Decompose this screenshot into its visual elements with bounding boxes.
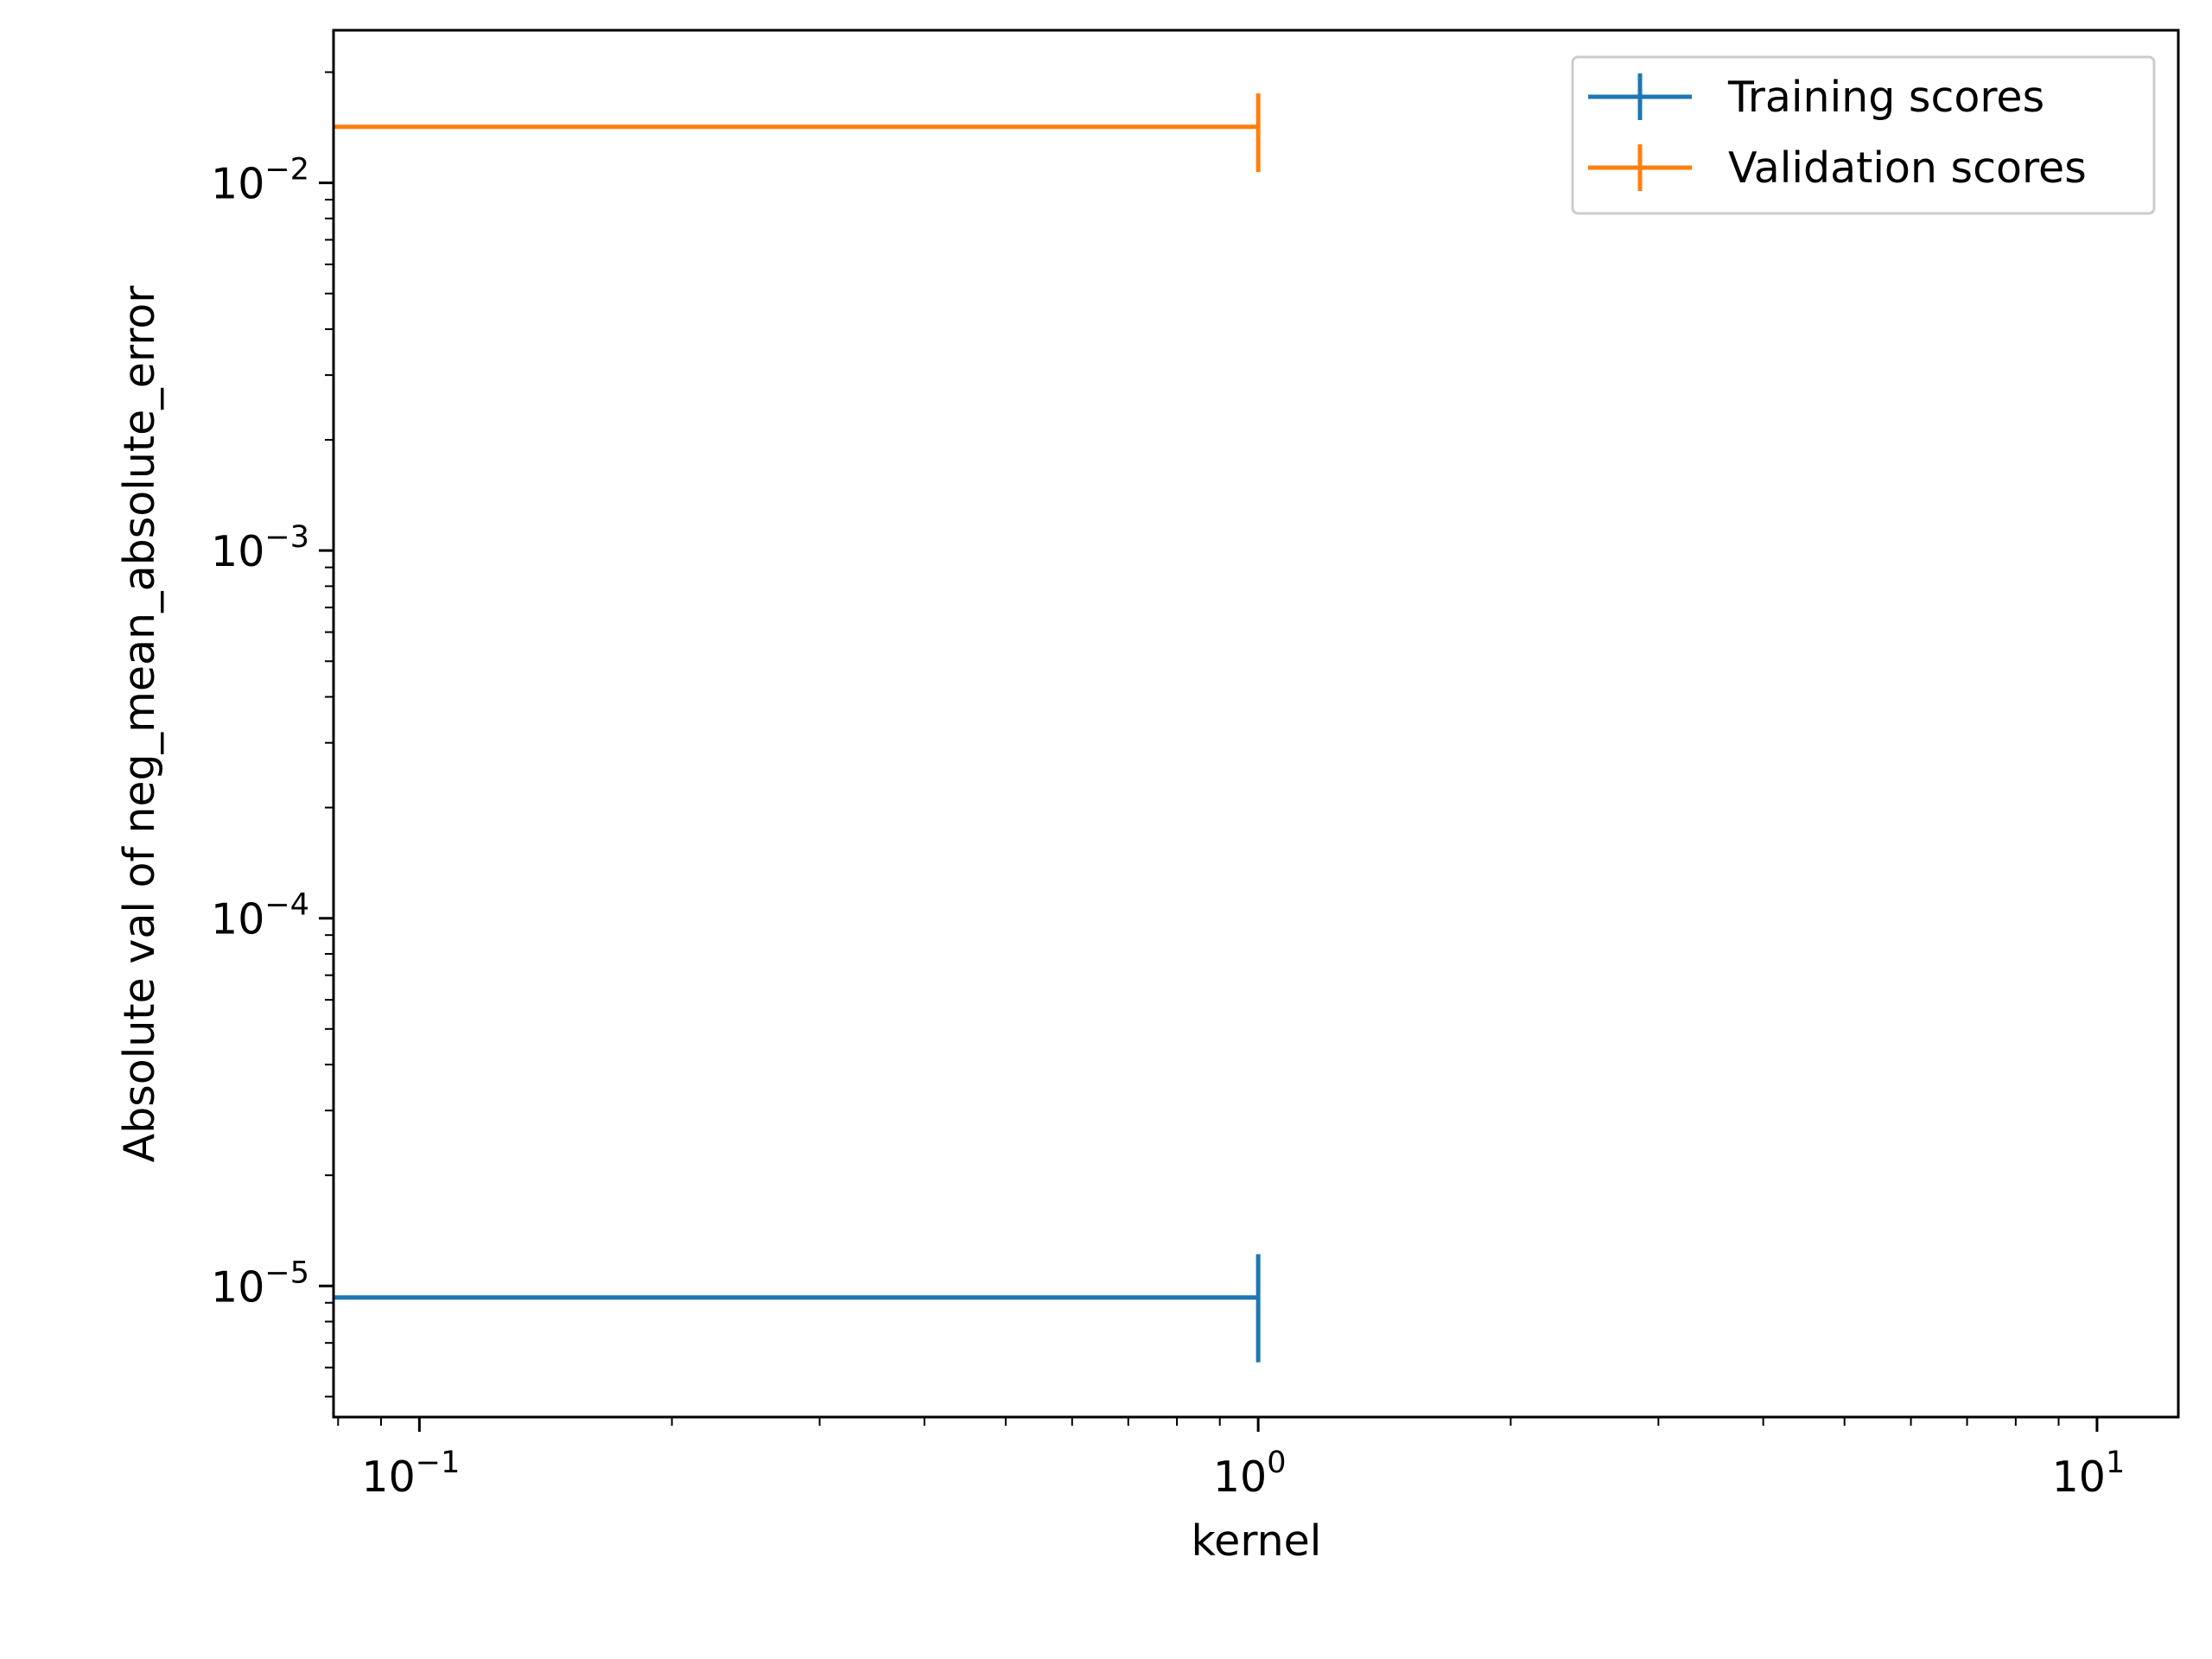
x-tick-exponent: 1	[2106, 1446, 2125, 1480]
y-tick-label: 10−3	[211, 520, 309, 576]
x-tick-label: 100	[1213, 1446, 1287, 1502]
y-tick-base: 10	[211, 1262, 264, 1312]
y-tick-exponent: −5	[264, 1255, 309, 1290]
x-tick-label: 10−1	[361, 1446, 460, 1502]
legend-box	[1571, 55, 2156, 215]
y-tick-base: 10	[211, 527, 264, 576]
y-axis-label: Absolute val of neg_mean_absolute_error	[115, 285, 164, 1163]
y-tick-exponent: −3	[264, 520, 309, 555]
plot-frame	[332, 29, 2180, 1419]
y-tick-exponent: −2	[264, 153, 309, 188]
legend-label: Validation scores	[1728, 143, 2087, 193]
legend-label: Training scores	[1727, 73, 2044, 122]
x-tick-exponent: −1	[416, 1446, 461, 1480]
x-tick-label: 101	[2052, 1446, 2126, 1502]
y-tick-exponent: −4	[264, 888, 309, 923]
y-tick-base: 10	[211, 895, 264, 944]
y-tick-label: 10−5	[211, 1255, 309, 1312]
y-tick-label: 10−2	[211, 153, 309, 209]
y-tick-base: 10	[211, 160, 264, 209]
x-tick-exponent: 0	[1267, 1446, 1286, 1480]
data-layer	[334, 93, 1261, 1363]
y-tick-label: 10−4	[211, 888, 309, 944]
legend: Training scores Validation scores	[1571, 55, 2156, 215]
x-axis-label: kernel	[1192, 1516, 1322, 1566]
